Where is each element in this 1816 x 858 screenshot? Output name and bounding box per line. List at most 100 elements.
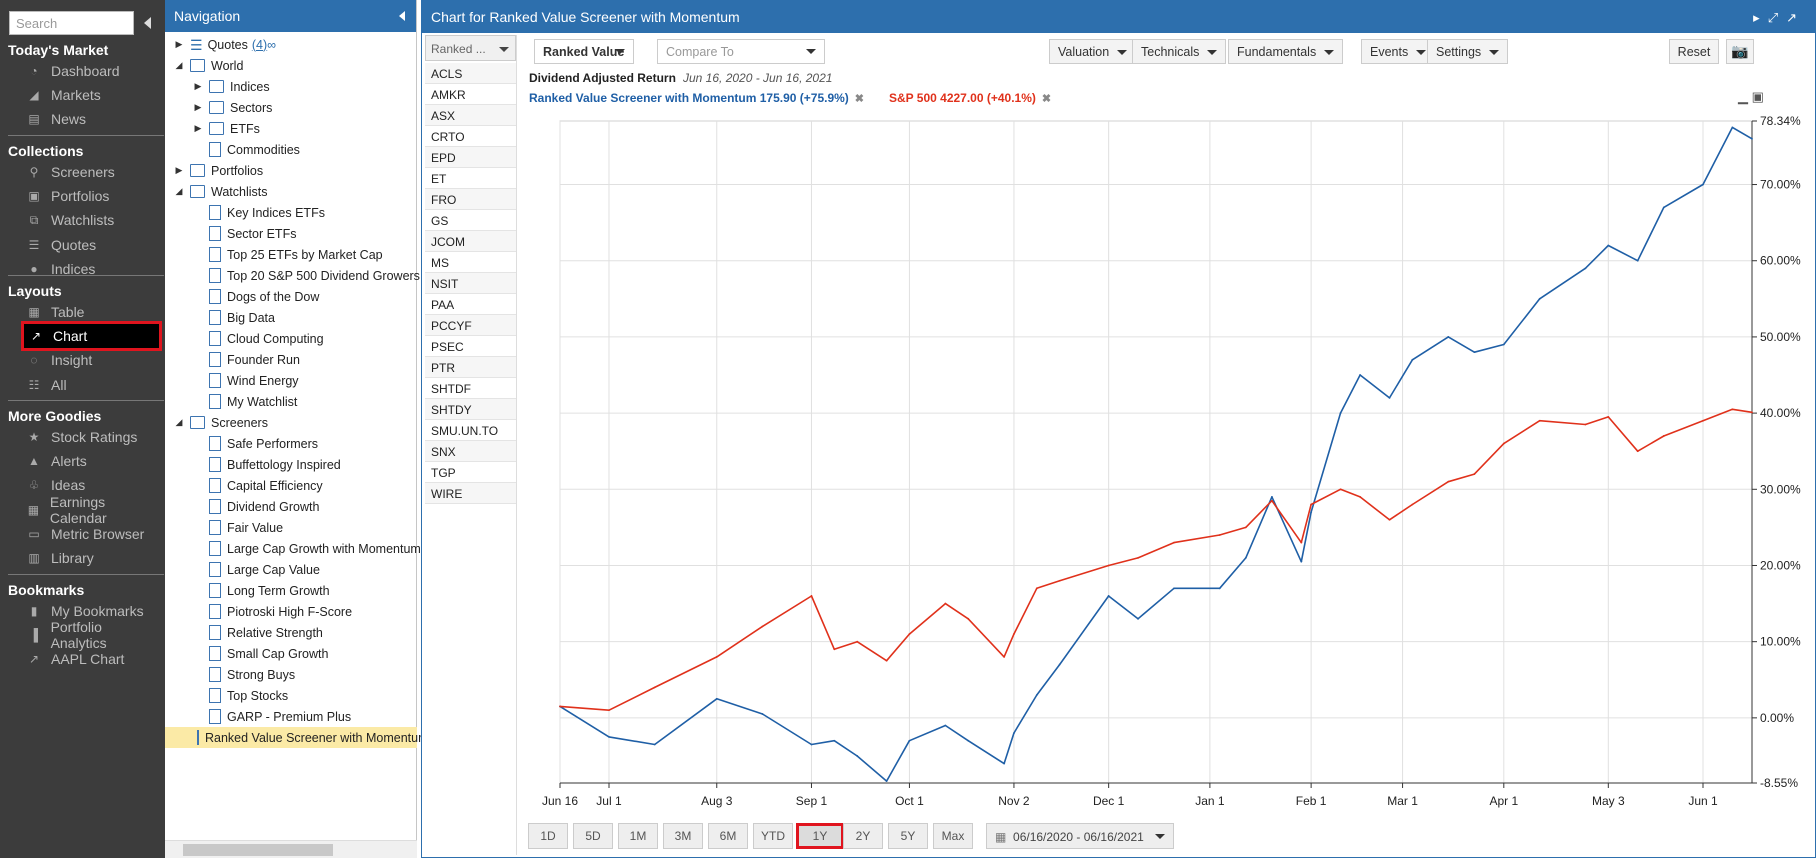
toolbar-technicals-dropdown[interactable]: Technicals — [1132, 39, 1227, 64]
caret-right-icon[interactable]: ▶ — [194, 102, 202, 112]
tree-item[interactable]: GARP - Premium Plus — [192, 706, 351, 727]
caret-down-icon[interactable]: ◢ — [175, 186, 183, 196]
ticker-row[interactable]: ET — [425, 168, 516, 189]
tree-item[interactable]: My Watchlist — [192, 391, 297, 412]
range-max-button[interactable]: Max — [933, 823, 973, 849]
sidebar-item-my-bookmarks[interactable]: ▮ My Bookmarks — [26, 600, 158, 622]
ticker-row[interactable]: AMKR — [425, 84, 516, 105]
ticker-row[interactable]: SMU.UN.TO — [425, 420, 516, 441]
range-2y-button[interactable]: 2Y — [843, 823, 883, 849]
ticker-row[interactable]: NSIT — [425, 273, 516, 294]
tree-item[interactable]: Founder Run — [192, 349, 300, 370]
ticker-row[interactable]: ACLS — [425, 63, 516, 84]
ticker-row[interactable]: FRO — [425, 189, 516, 210]
caret-right-icon[interactable]: ▶ — [194, 123, 202, 133]
sidebar-item-aapl-chart[interactable]: ↗ AAPL Chart — [26, 648, 158, 670]
tree-item[interactable]: Top Stocks — [192, 685, 288, 706]
remove-series-1-icon[interactable]: ✖ — [854, 93, 865, 105]
tree-folder[interactable]: ◢ Screeners — [173, 412, 268, 433]
ticker-row[interactable]: MS — [425, 252, 516, 273]
ticker-row[interactable]: PTR — [425, 357, 516, 378]
range-ytd-button[interactable]: YTD — [753, 823, 793, 849]
range-1d-button[interactable]: 1D — [528, 823, 568, 849]
tree-item[interactable]: Ranked Value Screener with Momentum — [165, 727, 429, 748]
sidebar-item-table[interactable]: ▦ Table — [26, 301, 158, 323]
popout-icon[interactable]: ↗ — [1786, 10, 1805, 25]
tree-item[interactable]: Safe Performers — [192, 433, 318, 454]
compare-to-input[interactable]: Compare To — [657, 39, 825, 64]
tree-item[interactable]: Capital Efficiency — [192, 475, 323, 496]
ticker-row[interactable]: CRTO — [425, 126, 516, 147]
toolbar-fundamentals-dropdown[interactable]: Fundamentals — [1228, 39, 1344, 64]
sidebar-item-portfolios[interactable]: ▣ Portfolios — [26, 185, 158, 207]
ticker-row[interactable]: PCCYF — [425, 315, 516, 336]
tree-item[interactable]: Small Cap Growth — [192, 643, 328, 664]
maximize-chart-icon[interactable]: ▣ — [1751, 89, 1764, 104]
ticker-row[interactable]: SHTDF — [425, 378, 516, 399]
reset-button[interactable]: Reset — [1669, 39, 1719, 64]
tree-item[interactable]: Wind Energy — [192, 370, 299, 391]
sidebar-item-stock-ratings[interactable]: ★ Stock Ratings — [26, 426, 158, 448]
ticker-row[interactable]: WIRE — [425, 483, 516, 504]
range-6m-button[interactable]: 6M — [708, 823, 748, 849]
sidebar-item-all[interactable]: ☷ All — [26, 374, 158, 396]
collapse-sidebar-icon[interactable] — [144, 17, 151, 29]
tree-item[interactable]: Top 20 S&P 500 Dividend Growers — [192, 265, 420, 286]
sidebar-item-quotes[interactable]: ☰ Quotes — [26, 234, 158, 256]
tree-item[interactable]: Large Cap Growth with Momentum — [192, 538, 421, 559]
tree-item[interactable]: Top 25 ETFs by Market Cap — [192, 244, 383, 265]
collapse-navigation-icon[interactable] — [399, 11, 405, 21]
sidebar-item-watchlists[interactable]: ⧉ Watchlists — [26, 209, 158, 231]
toolbar-valuation-dropdown[interactable]: Valuation — [1049, 39, 1137, 64]
minimize-icon[interactable]: ⤢ — [1767, 10, 1787, 25]
tree-item[interactable]: Buffettology Inspired — [192, 454, 341, 475]
sidebar-item-insight[interactable]: ◌ Insight — [26, 349, 158, 371]
caret-down-icon[interactable]: ◢ — [175, 417, 183, 427]
ticker-row[interactable]: PSEC — [425, 336, 516, 357]
ticker-row[interactable]: JCOM — [425, 231, 516, 252]
ticker-row[interactable]: EPD — [425, 147, 516, 168]
expand-right-icon[interactable]: ▸ — [1753, 10, 1768, 25]
tree-item[interactable]: Large Cap Value — [192, 559, 320, 580]
search-input[interactable]: Search — [9, 11, 134, 35]
tree-item[interactable]: Relative Strength — [192, 622, 323, 643]
range-1y-button[interactable]: 1Y — [796, 823, 844, 849]
ticker-row[interactable]: ASX — [425, 105, 516, 126]
tree-folder[interactable]: ▶ ETFs — [192, 118, 260, 139]
sidebar-item-metric-browser[interactable]: ▭ Metric Browser — [26, 523, 158, 545]
range-5y-button[interactable]: 5Y — [888, 823, 928, 849]
sidebar-item-dashboard[interactable]: ◔ Dashboard — [26, 60, 158, 82]
tree-folder[interactable]: ▶ Sectors — [192, 97, 273, 118]
caret-right-icon[interactable]: ▶ — [175, 165, 183, 175]
tree-folder[interactable]: ◢ Watchlists — [173, 181, 268, 202]
range-5d-button[interactable]: 5D — [573, 823, 613, 849]
tree-item[interactable]: Big Data — [192, 307, 275, 328]
sidebar-item-ideas[interactable]: ♧ Ideas — [26, 474, 158, 496]
toolbar-events-dropdown[interactable]: Events — [1361, 39, 1436, 64]
ticker-row[interactable]: GS — [425, 210, 516, 231]
tree-item[interactable]: Dogs of the Dow — [192, 286, 319, 307]
caret-down-icon[interactable]: ◢ — [175, 60, 183, 70]
scrollbar-thumb[interactable] — [183, 844, 333, 856]
date-range-picker[interactable]: ▦ 06/16/2020 - 06/16/2021 — [986, 823, 1174, 849]
camera-icon[interactable]: 📷 — [1726, 39, 1754, 64]
remove-series-2-icon[interactable]: ✖ — [1041, 93, 1052, 105]
toolbar-settings-dropdown[interactable]: Settings — [1427, 39, 1509, 64]
sidebar-item-screeners[interactable]: ⚲ Screeners — [26, 161, 158, 183]
tree-folder[interactable]: ▶ Indices — [192, 76, 270, 97]
ticker-row[interactable]: SNX — [425, 441, 516, 462]
sidebar-item-portfolio-analytics[interactable]: ▐ Portfolio Analytics — [26, 619, 158, 651]
tree-item[interactable]: Fair Value — [192, 517, 283, 538]
ticker-list-select[interactable]: Ranked ... — [425, 35, 516, 61]
sidebar-item-markets[interactable]: ◢ Markets — [26, 84, 158, 106]
ticker-row[interactable]: SHTDY — [425, 399, 516, 420]
tree-item[interactable]: Piotroski High F-Score — [192, 601, 352, 622]
tree-item[interactable]: Cloud Computing — [192, 328, 324, 349]
sidebar-item-news[interactable]: ▤ News — [26, 108, 158, 130]
tree-item[interactable]: Strong Buys — [192, 664, 295, 685]
horizontal-scrollbar[interactable] — [165, 840, 417, 858]
tree-item[interactable]: Dividend Growth — [192, 496, 319, 517]
sidebar-item-earnings-calendar[interactable]: ▦ Earnings Calendar — [26, 494, 158, 526]
sidebar-item-alerts[interactable]: ▲ Alerts — [26, 450, 158, 472]
tree-item[interactable]: Sector ETFs — [192, 223, 296, 244]
